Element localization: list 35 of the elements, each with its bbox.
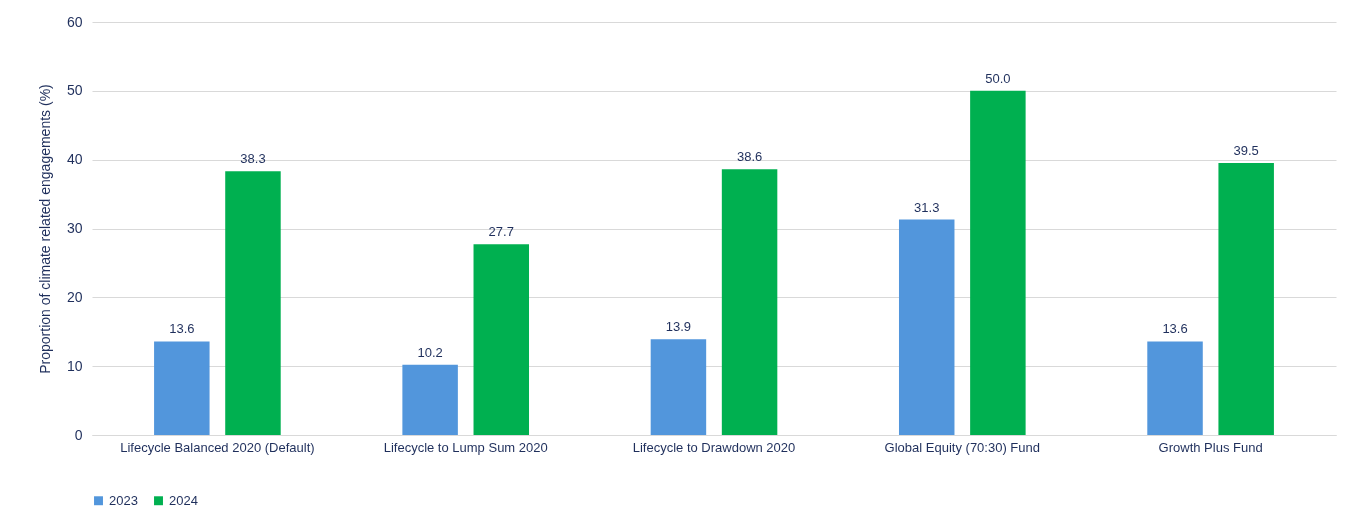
x-tick-label: Growth Plus Fund <box>1158 439 1263 455</box>
data-label: 31.3 <box>914 199 940 215</box>
bar <box>225 171 281 435</box>
legend-label: 2024 <box>169 492 198 508</box>
bar <box>154 341 210 435</box>
bar <box>898 219 955 435</box>
y-tick-label: 60 <box>66 13 83 30</box>
bar <box>970 90 1026 435</box>
bar <box>650 339 707 435</box>
y-tick-label: 40 <box>66 151 83 168</box>
x-tick-label: Lifecycle Balanced 2020 (Default) <box>120 439 315 455</box>
y-tick-label: 10 <box>66 357 83 374</box>
data-label: 13.6 <box>169 321 195 337</box>
data-label: 39.5 <box>1233 143 1259 159</box>
y-tick-label: 50 <box>66 82 83 99</box>
y-tick-label: 0 <box>74 426 83 443</box>
data-label: 10.2 <box>417 344 443 360</box>
bar <box>473 244 530 435</box>
bar <box>721 169 778 435</box>
x-tick-label: Global Equity (70:30) Fund <box>884 439 1040 455</box>
data-label: 38.6 <box>736 149 763 165</box>
legend-label: 2023 <box>109 492 138 508</box>
bar <box>402 364 458 435</box>
data-label: 13.9 <box>665 319 692 335</box>
y-tick-label: 20 <box>66 288 83 305</box>
data-label: 27.7 <box>488 224 514 240</box>
y-tick-label: 30 <box>66 220 83 236</box>
data-label: 13.6 <box>1162 321 1188 337</box>
x-tick-label: Lifecycle to Drawdown 2020 <box>632 439 796 455</box>
y-axis-title: Proportion of climate related engagements (%) <box>36 84 53 374</box>
bar <box>1218 163 1274 435</box>
data-label: 38.3 <box>240 151 266 167</box>
bar <box>1147 341 1203 435</box>
x-tick-label: Lifecycle to Lump Sum 2020 <box>383 439 548 455</box>
data-label: 50.0 <box>985 70 1011 86</box>
